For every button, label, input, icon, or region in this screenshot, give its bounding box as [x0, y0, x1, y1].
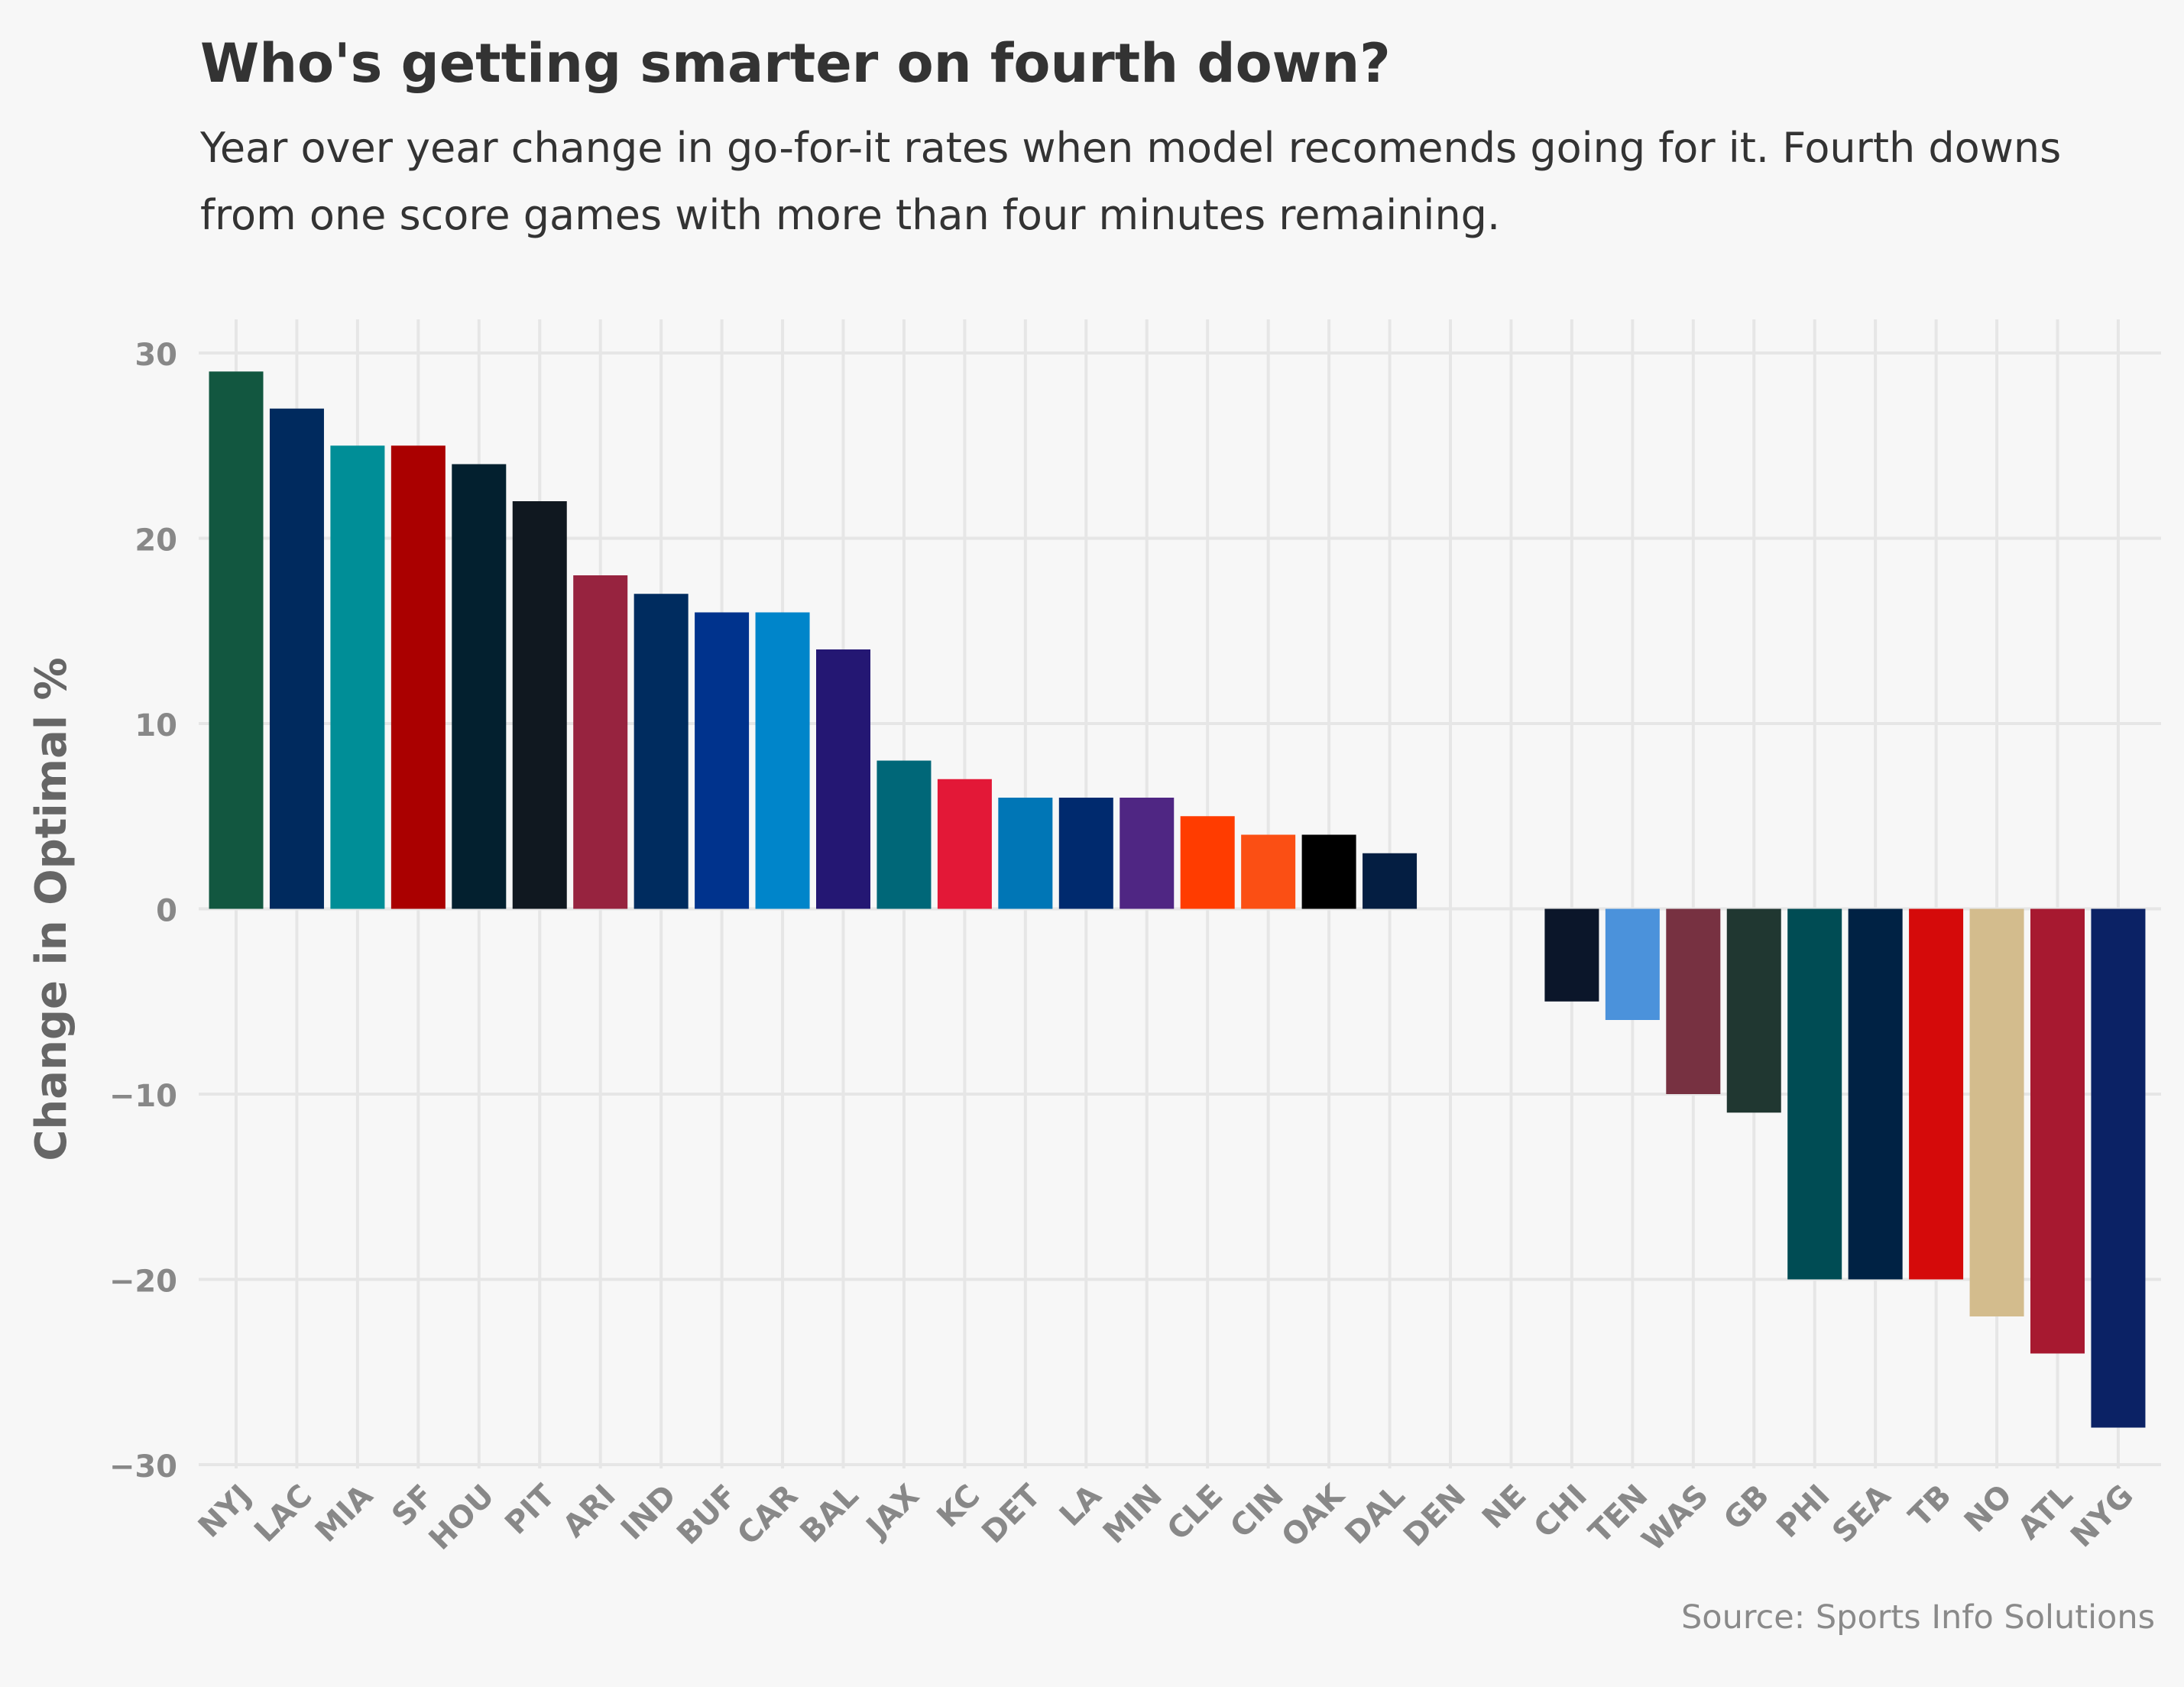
x-tick-label: CHI — [1527, 1478, 1593, 1545]
bar-bal — [816, 649, 870, 909]
bar-tb — [1909, 908, 1964, 1280]
x-tick-label: DET — [975, 1478, 1048, 1550]
y-tick-label: 20 — [134, 523, 177, 559]
y-tick-label: 0 — [156, 894, 177, 929]
bar-pit — [512, 501, 567, 909]
x-tick-label: NE — [1476, 1478, 1534, 1536]
bar-ind — [633, 594, 689, 909]
bar-gb — [1726, 908, 1781, 1113]
x-tick-label: GB — [1717, 1478, 1776, 1537]
x-tick-label: DEN — [1397, 1478, 1473, 1554]
bar-chi — [1544, 908, 1599, 1002]
y-tick-label: −30 — [109, 1449, 177, 1485]
bar-car — [755, 612, 810, 909]
bar-cin — [1241, 834, 1296, 909]
y-tick-label: 30 — [134, 338, 177, 373]
x-tick-label: DAL — [1339, 1478, 1412, 1552]
bar-buf — [695, 612, 750, 909]
y-tick-label: −20 — [109, 1264, 177, 1300]
bar-was — [1666, 908, 1721, 1094]
x-tick-label: HOU — [423, 1478, 501, 1557]
x-tick-label: CAR — [731, 1478, 805, 1553]
chart-title: Who's getting smarter on fourth down? — [200, 32, 1391, 95]
y-axis-ticks: 30 20 10 0 −10 −20 −30 — [109, 338, 177, 1485]
bar-hou — [452, 464, 507, 909]
x-tick-label: NYJ — [192, 1478, 258, 1545]
chart-subtitle: Year over year change in go-for-it rates… — [200, 124, 2062, 239]
bar-cle — [1180, 816, 1235, 909]
bar-dal — [1363, 853, 1418, 909]
x-tick-label: OAK — [1275, 1477, 1353, 1554]
bar-phi — [1787, 908, 1842, 1280]
bars — [209, 371, 2146, 1428]
x-tick-label: BUF — [670, 1478, 744, 1552]
x-tick-label: ATL — [2011, 1478, 2080, 1547]
bar-oak — [1301, 834, 1356, 909]
y-tick-label: −10 — [109, 1079, 177, 1114]
bar-det — [998, 798, 1053, 909]
y-tick-label: 10 — [134, 708, 177, 743]
x-tick-label: PHI — [1770, 1478, 1836, 1545]
bar-nyg — [2091, 908, 2146, 1428]
x-tick-label: NYG — [2064, 1478, 2140, 1555]
x-tick-label: LAC — [248, 1478, 319, 1549]
x-tick-label: JAX — [858, 1478, 926, 1546]
x-tick-label: MIA — [309, 1478, 380, 1549]
bar-kc — [937, 779, 992, 909]
bar-no — [1969, 908, 2024, 1316]
x-tick-label: WAS — [1635, 1478, 1716, 1559]
source-caption: Source: Sports Info Solutions — [1681, 1598, 2155, 1637]
x-tick-label: ARI — [556, 1478, 623, 1545]
bar-jax — [877, 760, 932, 909]
x-tick-label: PIT — [498, 1478, 562, 1542]
x-tick-label: BAL — [794, 1478, 866, 1550]
bar-nyj — [209, 371, 264, 909]
bar-lac — [269, 408, 324, 909]
x-tick-label: MIN — [1097, 1478, 1169, 1551]
x-tick-label: SEA — [1826, 1478, 1897, 1550]
x-tick-label: TB — [1902, 1478, 1958, 1534]
bar-atl — [2030, 908, 2085, 1354]
bar-sea — [1848, 908, 1903, 1280]
x-tick-label: IND — [614, 1478, 683, 1547]
bar-la — [1058, 798, 1113, 909]
x-tick-label: CLE — [1161, 1478, 1230, 1548]
bar-ari — [573, 575, 628, 909]
y-axis-title: Change in Optimal % — [27, 657, 76, 1161]
x-tick-label: NO — [1958, 1478, 2019, 1540]
bar-sf — [390, 445, 446, 909]
bar-ten — [1605, 908, 1660, 1020]
bar-mia — [330, 445, 385, 909]
bar-min — [1120, 798, 1175, 909]
